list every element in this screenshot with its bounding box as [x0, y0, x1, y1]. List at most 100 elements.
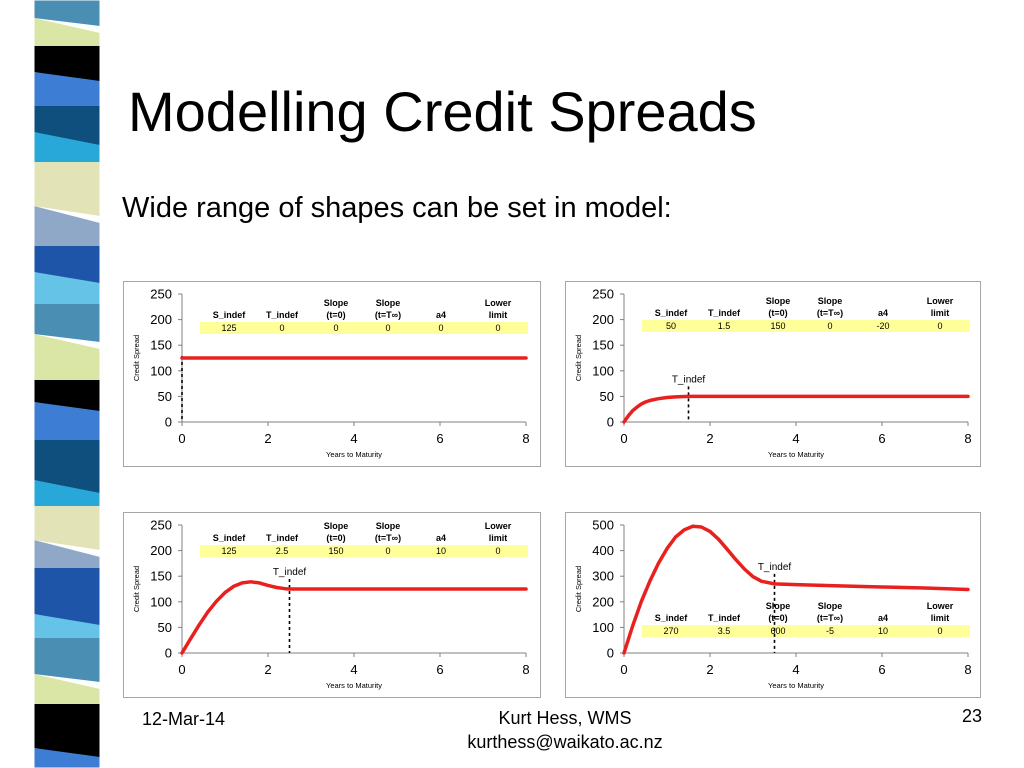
- t-indef-label: T_indef: [273, 567, 307, 578]
- param-header: S_indef: [213, 533, 247, 543]
- param-value: 1.5: [718, 321, 731, 331]
- stripe-block: [34, 18, 100, 46]
- param-header: (t=0): [326, 533, 345, 543]
- x-tick-label: 6: [878, 662, 885, 677]
- stripe-block: [34, 246, 100, 286]
- y-tick-label: 150: [150, 569, 172, 584]
- y-axis-label: Credit Spread: [574, 335, 583, 381]
- y-tick-label: 50: [600, 389, 614, 404]
- stripe-block: [34, 480, 100, 506]
- param-header: S_indef: [655, 308, 689, 318]
- param-header-top: Slope: [818, 296, 843, 306]
- param-header: limit: [931, 308, 950, 318]
- chart-humped: 0 50 100 150 200 250 0 2 4 6 8 Years to Maturity Cre…: [123, 512, 541, 698]
- x-tick-label: 2: [264, 431, 271, 446]
- stripe-block: [34, 334, 100, 380]
- param-header: (t=0): [326, 310, 345, 320]
- x-axis-label: Years to Maturity: [768, 681, 824, 690]
- y-tick-label: 100: [150, 594, 172, 609]
- param-header: S_indef: [213, 310, 247, 320]
- stripe-block: [34, 206, 100, 246]
- params-row-fill: [642, 320, 970, 332]
- param-header: limit: [931, 613, 950, 623]
- params-row-fill: [200, 545, 528, 557]
- param-header: (t=T∞): [817, 613, 843, 623]
- param-value: 10: [878, 626, 888, 636]
- stripe-block: [34, 72, 100, 106]
- param-header-top: Slope: [376, 521, 401, 531]
- param-header: T_indef: [266, 533, 299, 543]
- param-header: limit: [489, 533, 508, 543]
- chart-rising: 0 50 100 150 200 250 0 2 4 6 8 Years to Maturity Cre…: [565, 281, 981, 467]
- y-tick-label: 100: [150, 363, 172, 378]
- decorative-stripe: [33, 0, 101, 768]
- param-value: 0: [827, 321, 832, 331]
- param-header: (t=T∞): [375, 310, 401, 320]
- y-tick-label: 400: [592, 543, 614, 558]
- credit-spread-curve: [622, 524, 970, 655]
- stripe-block: [34, 380, 100, 414]
- y-tick-label: 100: [592, 363, 614, 378]
- x-tick-label: 4: [792, 431, 799, 446]
- y-tick-label: 200: [592, 312, 614, 327]
- param-value: 125: [221, 546, 236, 556]
- stripe-block: [34, 272, 100, 304]
- param-header: T_indef: [708, 308, 741, 318]
- param-value: 0: [438, 323, 443, 333]
- param-value: 0: [937, 626, 942, 636]
- x-tick-label: 8: [522, 662, 529, 677]
- param-header-top: Slope: [766, 601, 791, 611]
- param-header-top: Slope: [324, 521, 349, 531]
- y-tick-label: 200: [150, 543, 172, 558]
- y-tick-label: 250: [150, 287, 172, 302]
- param-header-top: Lower: [927, 296, 954, 306]
- x-tick-label: 0: [178, 662, 185, 677]
- param-header-top: Lower: [485, 521, 512, 531]
- param-header: a4: [436, 310, 446, 320]
- param-value: 2.5: [276, 546, 289, 556]
- credit-spread-curve: [622, 394, 970, 424]
- chart-flat: 0 50 100 150 200 250 0 2 4 6 8 Years to Maturity Cre…: [123, 281, 541, 467]
- stripe-block: [34, 0, 100, 26]
- x-tick-label: 8: [964, 662, 971, 677]
- param-header-top: Slope: [376, 298, 401, 308]
- param-header-top: Slope: [324, 298, 349, 308]
- x-tick-label: 2: [706, 431, 713, 446]
- x-axis-label: Years to Maturity: [326, 681, 382, 690]
- stripe-block: [34, 304, 100, 342]
- param-value: 0: [495, 546, 500, 556]
- footer-date: 12-Mar-14: [142, 709, 226, 729]
- y-tick-label: 0: [165, 415, 172, 430]
- param-value: 0: [385, 546, 390, 556]
- x-tick-label: 4: [792, 662, 799, 677]
- param-value: 600: [770, 626, 785, 636]
- param-header: limit: [489, 310, 508, 320]
- param-value: 0: [385, 323, 390, 333]
- t-indef-label: T_indef: [758, 562, 792, 573]
- x-tick-label: 0: [620, 662, 627, 677]
- y-tick-label: 300: [592, 569, 614, 584]
- x-tick-label: 6: [878, 431, 885, 446]
- param-value: 50: [666, 321, 676, 331]
- y-axis-label: Credit Spread: [574, 566, 583, 612]
- param-value: 0: [333, 323, 338, 333]
- page-number: 23: [962, 706, 983, 726]
- footer-author-email: kurthess@waikato.ac.nz: [467, 732, 663, 752]
- bullet-text: Wide range of shapes can be set in model…: [122, 192, 672, 224]
- x-tick-label: 4: [350, 662, 357, 677]
- x-tick-label: 6: [436, 662, 443, 677]
- param-value: 0: [937, 321, 942, 331]
- params-row-fill: [642, 625, 970, 637]
- param-header: a4: [878, 308, 888, 318]
- x-tick-label: 0: [178, 431, 185, 446]
- param-header-top: Slope: [766, 296, 791, 306]
- footer-author-name: Kurt Hess, WMS: [498, 708, 632, 728]
- stripe-block: [34, 748, 100, 768]
- x-tick-label: 8: [964, 431, 971, 446]
- param-header: T_indef: [708, 613, 741, 623]
- y-tick-label: 0: [165, 646, 172, 661]
- param-value: -20: [876, 321, 889, 331]
- param-header: (t=0): [768, 308, 787, 318]
- stripe-block: [34, 704, 100, 760]
- slide-title: Modelling Credit Spreads: [128, 80, 757, 143]
